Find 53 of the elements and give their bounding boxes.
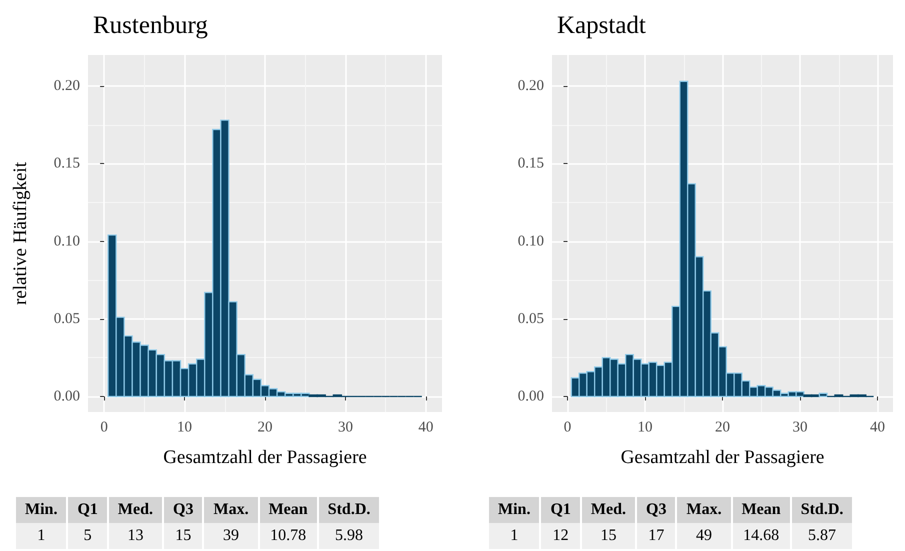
- y-tick-label: 0.10: [54, 233, 80, 250]
- x-tick-label: 30: [792, 420, 808, 436]
- category-label: Q3: [163, 497, 204, 523]
- data-label: 1: [16, 523, 68, 549]
- category-label: Med.: [580, 497, 636, 523]
- data-label: 15: [163, 523, 204, 549]
- data-label: 12: [540, 523, 581, 549]
- category-label: Min.: [489, 497, 540, 523]
- category-label: Std.D.: [318, 497, 380, 523]
- category-label: Q3: [636, 497, 676, 523]
- y-tick-label: 0.15: [54, 156, 80, 172]
- x-tick-label: 0: [100, 420, 108, 436]
- data-label: 1: [489, 523, 540, 549]
- y-axis-title: relative Häufigkeit: [10, 161, 31, 305]
- x-tick-label: 10: [177, 420, 192, 436]
- category-label: Med.: [108, 497, 164, 523]
- data-label: 5.87: [790, 523, 854, 549]
- data-label: 49: [676, 523, 732, 549]
- y-tick-label: 0.05: [54, 310, 80, 327]
- data-label: 10.78: [258, 523, 318, 549]
- y-tick-label: 0.20: [518, 78, 544, 94]
- chart-title: Rustenburg: [93, 12, 208, 39]
- x-tick-label: 40: [870, 420, 885, 436]
- category-label: Min.: [16, 497, 68, 523]
- x-axis-title: Gesamtzahl der Passagiere: [163, 447, 367, 468]
- x-axis-title: Gesamtzahl der Passagiere: [620, 447, 824, 468]
- y-tick-label: 0.05: [518, 310, 544, 327]
- data-label: 14.68: [732, 523, 791, 549]
- x-tick-label: 0: [564, 420, 572, 436]
- data-label: 39: [203, 523, 259, 549]
- category-label: Max.: [203, 497, 259, 523]
- data-label: 13: [108, 523, 164, 549]
- category-label: Max.: [676, 497, 732, 523]
- data-label: 17: [636, 523, 676, 549]
- x-tick-label: 10: [638, 420, 652, 436]
- data-label: 5: [67, 523, 108, 549]
- data-label: 15: [580, 523, 636, 549]
- x-tick-label: 20: [258, 420, 272, 436]
- category-label: Q1: [540, 497, 581, 523]
- x-tick-label: 20: [715, 420, 730, 436]
- y-tick-label: 0.10: [518, 233, 544, 250]
- y-tick-label: 0.15: [518, 156, 544, 172]
- category-label: Mean: [258, 497, 318, 523]
- y-tick-label: 0.00: [518, 388, 544, 404]
- category-label: Q1: [67, 497, 108, 523]
- data-label: 5.98: [318, 523, 380, 549]
- category-label: Mean: [732, 497, 791, 523]
- x-tick-label: 40: [418, 420, 434, 436]
- y-tick-label: 0.00: [54, 388, 80, 404]
- x-tick-label: 30: [338, 420, 353, 436]
- y-tick-label: 0.20: [54, 78, 80, 94]
- chart-title: Kapstadt: [557, 12, 646, 39]
- category-label: Std.D.: [790, 497, 854, 523]
